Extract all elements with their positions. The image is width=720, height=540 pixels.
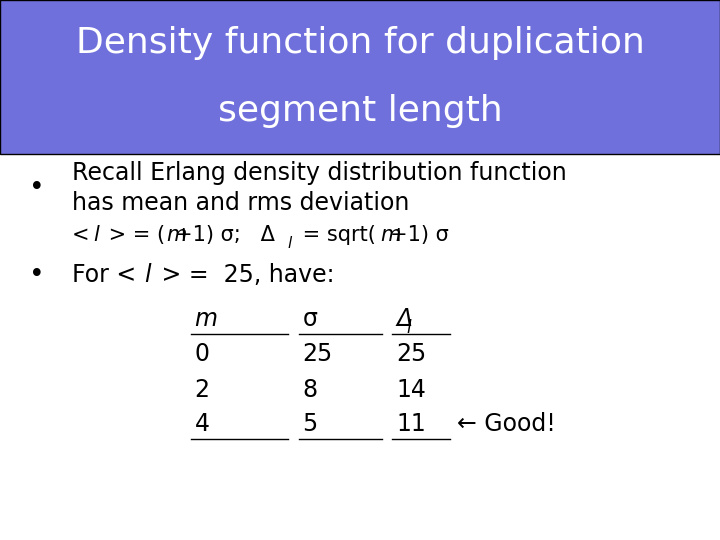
- Text: 25: 25: [302, 342, 333, 366]
- Text: l: l: [406, 319, 411, 338]
- Text: •: •: [29, 262, 45, 288]
- Text: segment length: segment length: [217, 94, 503, 128]
- Text: +1) σ;   Δ: +1) σ; Δ: [175, 225, 275, 245]
- Text: 14: 14: [396, 378, 426, 402]
- Text: > = (: > = (: [102, 225, 166, 245]
- Text: m: m: [194, 307, 217, 330]
- Text: •: •: [29, 174, 45, 201]
- Text: l: l: [287, 236, 292, 251]
- Text: > =  25, have:: > = 25, have:: [155, 264, 335, 287]
- Text: 4: 4: [194, 412, 210, 436]
- Text: 11: 11: [396, 412, 426, 436]
- Text: m: m: [166, 225, 186, 245]
- FancyBboxPatch shape: [0, 0, 720, 154]
- Text: 2: 2: [194, 378, 210, 402]
- Text: m: m: [381, 225, 401, 245]
- Text: 0: 0: [194, 342, 210, 366]
- Text: ← Good!: ← Good!: [457, 412, 556, 436]
- Text: For <: For <: [72, 264, 144, 287]
- Text: 5: 5: [302, 412, 318, 436]
- Text: 8: 8: [302, 378, 318, 402]
- Text: Δ: Δ: [396, 307, 412, 330]
- Text: l: l: [94, 225, 99, 245]
- Text: <: <: [72, 225, 96, 245]
- Text: Recall Erlang density distribution function: Recall Erlang density distribution funct…: [72, 161, 567, 185]
- Text: σ: σ: [302, 307, 318, 330]
- Text: 25: 25: [396, 342, 426, 366]
- Text: Density function for duplication: Density function for duplication: [76, 26, 644, 60]
- Text: has mean and rms deviation: has mean and rms deviation: [72, 191, 410, 214]
- Text: +1) σ: +1) σ: [390, 225, 449, 245]
- Text: l: l: [144, 264, 151, 287]
- Text: = sqrt(: = sqrt(: [296, 225, 375, 245]
